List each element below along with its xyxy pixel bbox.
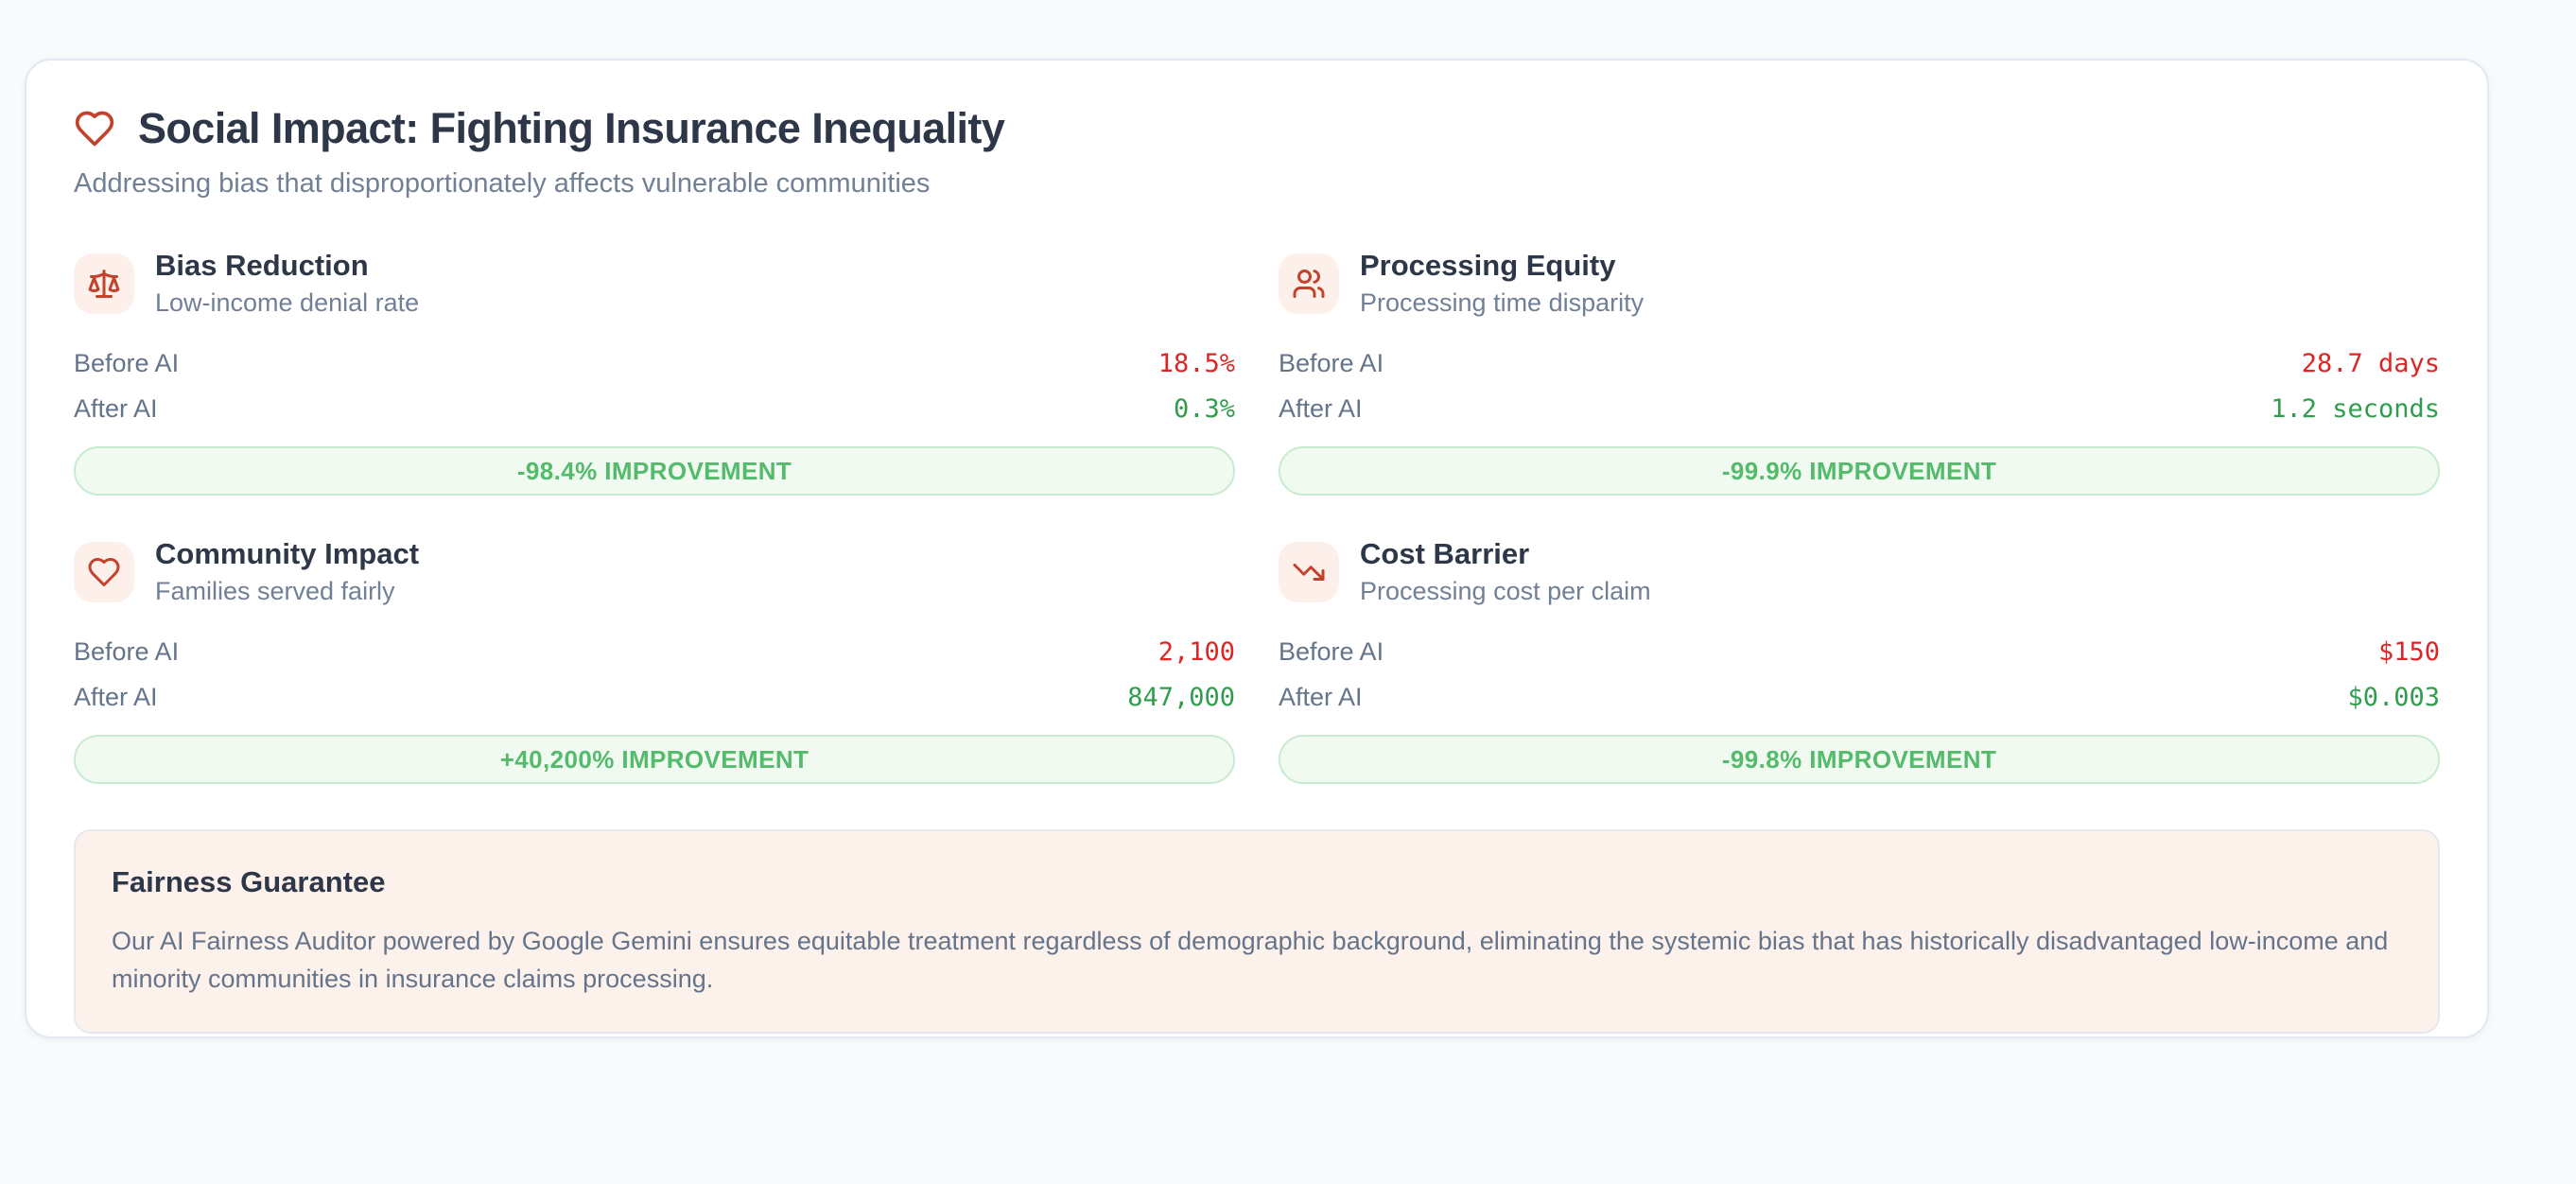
metric-subtitle: Processing time disparity xyxy=(1360,288,1645,317)
metrics-grid: Bias Reduction Low-income denial rate Be… xyxy=(74,249,2440,784)
before-ai-value: $150 xyxy=(2377,636,2440,667)
metric-title: Cost Barrier xyxy=(1360,537,1530,570)
before-ai-value: 28.7 days xyxy=(2301,348,2440,378)
metric-card-processing-equity: Processing Equity Processing time dispar… xyxy=(1279,249,2440,496)
metric-title: Community Impact xyxy=(155,537,420,570)
before-ai-row: Before AI $150 xyxy=(1279,629,2440,674)
after-ai-row: After AI 1.2 seconds xyxy=(1279,386,2440,431)
fairness-guarantee-panel: Fairness Guarantee Our AI Fairness Audit… xyxy=(74,829,2440,1034)
before-ai-row: Before AI 28.7 days xyxy=(1279,340,2440,386)
after-ai-row: After AI 847,000 xyxy=(74,674,1235,720)
users-icon xyxy=(1279,252,1339,314)
improvement-badge: +40,200% IMPROVEMENT xyxy=(74,735,1235,784)
metric-card-community-impact: Community Impact Families served fairly … xyxy=(74,537,1235,784)
improvement-badge: -99.8% IMPROVEMENT xyxy=(1279,735,2440,784)
after-ai-label: After AI xyxy=(74,682,158,711)
fairness-guarantee-title: Fairness Guarantee xyxy=(112,865,386,898)
after-ai-value: 847,000 xyxy=(1127,682,1235,712)
metric-subtitle: Families served fairly xyxy=(155,577,395,605)
fairness-guarantee-body: Our AI Fairness Auditor powered by Googl… xyxy=(112,927,2389,993)
before-ai-label: Before AI xyxy=(74,636,180,666)
metric-title: Bias Reduction xyxy=(155,249,369,282)
before-ai-value: 2,100 xyxy=(1157,636,1235,667)
metric-subtitle: Low-income denial rate xyxy=(155,288,420,317)
improvement-badge: -99.9% IMPROVEMENT xyxy=(1279,446,2440,496)
improvement-badge: -98.4% IMPROVEMENT xyxy=(74,446,1235,496)
scale-icon xyxy=(74,252,134,314)
after-ai-label: After AI xyxy=(74,393,158,423)
page-subtitle: Addressing bias that disproportionately … xyxy=(74,168,931,199)
after-ai-value: $0.003 xyxy=(2347,682,2440,712)
heart-icon xyxy=(74,108,115,149)
metric-subtitle: Processing cost per claim xyxy=(1360,577,1651,605)
before-ai-label: Before AI xyxy=(1279,636,1384,666)
social-impact-card: Social Impact: Fighting Insurance Inequa… xyxy=(25,59,2489,1038)
after-ai-row: After AI 0.3% xyxy=(74,386,1235,431)
before-ai-value: 18.5% xyxy=(1157,348,1235,378)
heart-icon xyxy=(74,541,134,602)
before-ai-label: Before AI xyxy=(1279,348,1384,377)
metric-card-bias-reduction: Bias Reduction Low-income denial rate Be… xyxy=(74,249,1235,496)
after-ai-row: After AI $0.003 xyxy=(1279,674,2440,720)
metric-card-cost-barrier: Cost Barrier Processing cost per claim B… xyxy=(1279,537,2440,784)
after-ai-value: 1.2 seconds xyxy=(2271,393,2440,424)
page-title: Social Impact: Fighting Insurance Inequa… xyxy=(138,104,1005,152)
metric-title: Processing Equity xyxy=(1360,249,1616,282)
before-ai-row: Before AI 18.5% xyxy=(74,340,1235,386)
after-ai-label: After AI xyxy=(1279,393,1363,423)
after-ai-label: After AI xyxy=(1279,682,1363,711)
after-ai-value: 0.3% xyxy=(1173,393,1235,424)
card-header: Social Impact: Fighting Insurance Inequa… xyxy=(74,104,2440,153)
before-ai-label: Before AI xyxy=(74,348,180,377)
trending-down-icon xyxy=(1279,541,1339,602)
before-ai-row: Before AI 2,100 xyxy=(74,629,1235,674)
